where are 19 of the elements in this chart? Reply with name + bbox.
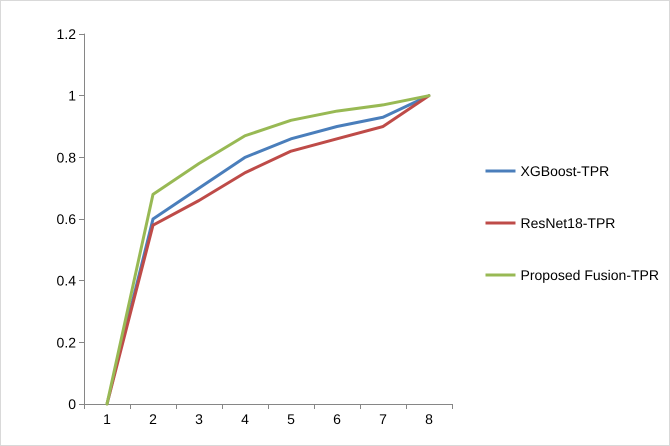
x-tick-label: 7 — [379, 411, 388, 427]
x-tick-label: 1 — [103, 411, 112, 427]
x-tick-label: 5 — [287, 411, 296, 427]
x-tick-label: 2 — [149, 411, 158, 427]
legend-label: ResNet18-TPR — [520, 215, 616, 231]
y-tick-label: 0 — [68, 396, 76, 412]
legend-label: Proposed Fusion-TPR — [520, 267, 660, 283]
x-tick-label: 3 — [195, 411, 204, 427]
line-series — [106, 94, 430, 406]
legend-label: XGBoost-TPR — [520, 163, 610, 179]
y-tick-label: 0.2 — [56, 334, 76, 350]
y-tick-label: 1.2 — [56, 26, 76, 42]
y-tick-label: 0.6 — [56, 211, 76, 227]
x-tick-label: 8 — [425, 411, 434, 427]
x-tick-label: 4 — [241, 411, 250, 427]
x-tick-label: 6 — [333, 411, 342, 427]
y-tick-label: 0.8 — [56, 149, 76, 166]
y-tick-label: 0.4 — [56, 272, 76, 289]
y-tick-label: 1 — [68, 88, 76, 104]
